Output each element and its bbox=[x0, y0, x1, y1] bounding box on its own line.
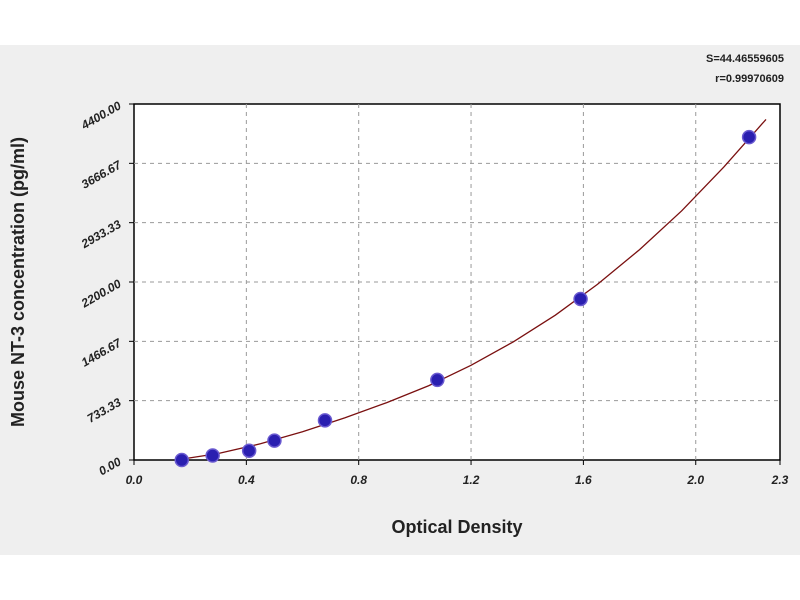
fit-s-annotation: S=44.46559605 bbox=[706, 53, 784, 65]
x-tick-label: 2.3 bbox=[771, 473, 789, 487]
y-axis-title: Mouse NT-3 concentration (pg/ml) bbox=[8, 137, 28, 427]
data-point bbox=[573, 291, 588, 307]
data-point bbox=[741, 129, 757, 145]
data-point bbox=[241, 443, 257, 458]
x-tick-label: 0.0 bbox=[126, 473, 143, 487]
x-tick-label: 0.8 bbox=[350, 473, 367, 487]
data-points bbox=[174, 129, 757, 468]
data-point bbox=[267, 433, 282, 448]
x-tick-label: 1.6 bbox=[575, 473, 592, 487]
data-point bbox=[317, 413, 333, 428]
x-tick-label: 1.2 bbox=[463, 473, 480, 487]
data-point bbox=[430, 372, 445, 388]
data-point bbox=[205, 448, 220, 463]
data-point bbox=[174, 452, 189, 468]
x-tick-label: 2.0 bbox=[686, 473, 704, 487]
x-tick-label: 0.4 bbox=[238, 473, 255, 487]
gridlines bbox=[134, 104, 780, 460]
fit-r-annotation: r=0.99970609 bbox=[715, 73, 784, 85]
x-axis-title: Optical Density bbox=[391, 517, 522, 537]
